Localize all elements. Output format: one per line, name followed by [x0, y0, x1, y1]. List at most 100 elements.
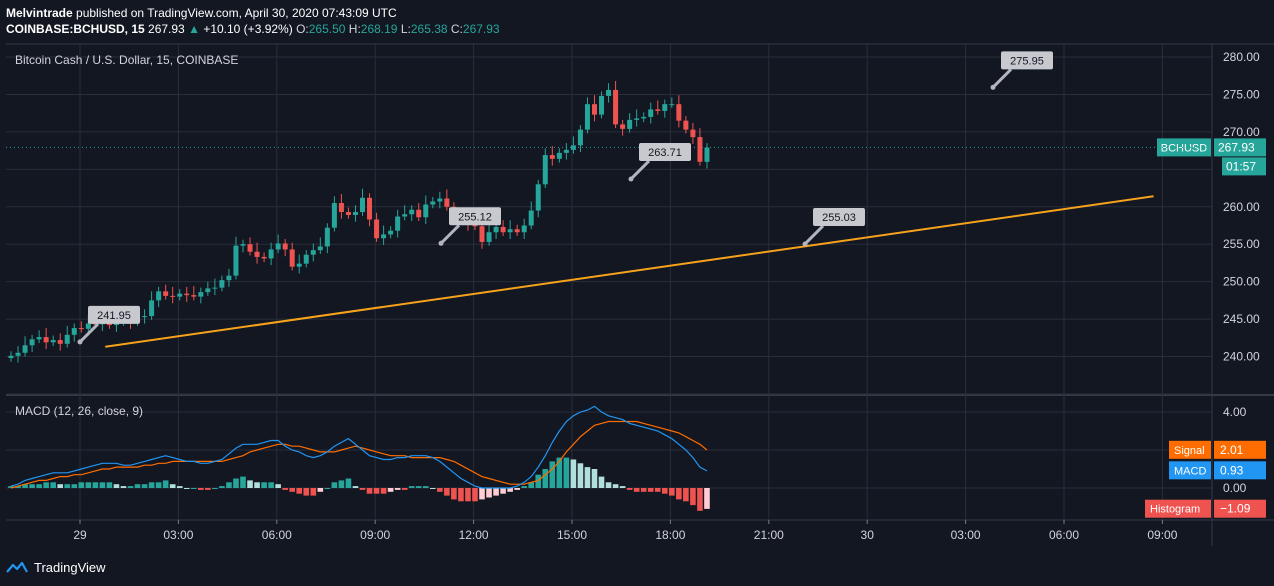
- histogram-bar: [415, 486, 422, 488]
- candle: [310, 250, 316, 255]
- histogram-bar: [226, 482, 232, 488]
- candle: [268, 249, 274, 259]
- histogram-bar: [183, 488, 190, 489]
- candle: [226, 275, 232, 281]
- histogram-bar: [190, 488, 197, 489]
- histogram-bar: [633, 488, 640, 492]
- histogram-bar: [43, 482, 49, 488]
- histogram-layer: [8, 457, 710, 511]
- callout-label: 241.95: [97, 310, 131, 322]
- candle: [507, 229, 513, 233]
- candle: [191, 295, 197, 297]
- candle: [92, 323, 98, 325]
- time-tick-label: 09:00: [360, 528, 390, 542]
- histogram-bar: [422, 486, 429, 488]
- candle: [324, 227, 330, 247]
- callout-label: 255.12: [458, 211, 492, 223]
- candle: [184, 293, 190, 296]
- candle: [599, 95, 605, 115]
- candle: [444, 198, 450, 207]
- histogram-bar: [584, 467, 591, 488]
- histogram-bar: [240, 476, 246, 488]
- histogram-bar: [704, 488, 710, 509]
- macd-value-tag: [1214, 461, 1266, 480]
- candle: [50, 340, 56, 343]
- macd-pane-title: MACD (12, 26, close, 9): [15, 404, 143, 418]
- low-label: L:: [400, 22, 411, 36]
- candle: [282, 243, 288, 250]
- candle: [8, 355, 14, 359]
- candle: [423, 204, 429, 218]
- callout-box: [813, 207, 865, 226]
- callout-anchor: [438, 240, 444, 246]
- candle: [514, 229, 520, 233]
- candle: [233, 245, 239, 276]
- author-name[interactable]: Melvintrade: [6, 6, 73, 20]
- macd-tick-label: 4.00: [1223, 405, 1247, 419]
- candle: [627, 119, 633, 129]
- histogram-bar: [697, 488, 703, 511]
- candle: [367, 197, 373, 220]
- callout-anchor: [628, 176, 634, 182]
- footer-brand[interactable]: TradingView: [6, 560, 106, 575]
- time-tick-label: 06:00: [262, 528, 292, 542]
- candle: [430, 201, 436, 205]
- histogram-bar: [338, 480, 345, 488]
- published-text: published on TradingView.com, April 30, …: [76, 6, 397, 20]
- candle: [331, 203, 337, 228]
- price-tick-label: 275.00: [1223, 87, 1260, 101]
- histogram-bar: [514, 488, 520, 490]
- callout-pointer: [629, 159, 651, 181]
- candle: [57, 340, 63, 344]
- time-tick-label: 09:00: [1147, 528, 1177, 542]
- low-value: 265.38: [410, 22, 448, 36]
- histogram-bar: [296, 488, 303, 494]
- histogram-bar: [352, 486, 359, 488]
- histogram-bar: [205, 488, 211, 490]
- histogram-bar: [275, 484, 281, 488]
- candle: [240, 244, 246, 246]
- candle: [549, 155, 555, 159]
- histogram-bar: [690, 488, 696, 506]
- price-tick-label: 240.00: [1223, 350, 1260, 364]
- histogram-bar: [472, 488, 478, 502]
- histogram-bar: [556, 457, 563, 488]
- histogram-bar: [85, 482, 92, 488]
- time-tick-label: 15:00: [557, 528, 587, 542]
- candle: [570, 145, 576, 150]
- histogram-bar: [507, 488, 513, 492]
- histogram-bar: [289, 488, 295, 492]
- time-tick-label: 06:00: [1049, 528, 1079, 542]
- histogram-bar: [176, 486, 183, 488]
- callout-label: 275.95: [1010, 55, 1044, 67]
- histogram-bar: [479, 488, 485, 500]
- macd-value-tag-label: 2.01: [1220, 443, 1244, 457]
- countdown-tag: [1222, 157, 1266, 176]
- open-value: 265.50: [308, 22, 346, 36]
- histogram-bar: [500, 488, 506, 494]
- candle: [275, 243, 281, 250]
- callout-pointer: [439, 224, 461, 245]
- histogram-bar: [92, 482, 99, 488]
- candle: [177, 293, 183, 297]
- histogram-bar: [8, 486, 14, 488]
- candle: [683, 120, 689, 130]
- candle: [156, 291, 162, 301]
- time-tick-label: 12:00: [459, 528, 489, 542]
- candle: [15, 352, 21, 356]
- price-tick-label: 255.00: [1223, 237, 1260, 251]
- candles-layer: [8, 80, 710, 363]
- histogram-bar: [113, 484, 120, 488]
- callout-pointer: [991, 68, 1013, 89]
- histogram-bar: [36, 484, 42, 488]
- candle: [542, 155, 548, 185]
- candle: [479, 226, 485, 242]
- time-tick-label: 30: [861, 528, 875, 542]
- candle: [149, 300, 155, 317]
- histogram-bar: [598, 476, 605, 488]
- histogram-bar: [676, 488, 682, 500]
- price-tick-label: 250.00: [1223, 275, 1260, 289]
- callout-anchor: [802, 241, 808, 247]
